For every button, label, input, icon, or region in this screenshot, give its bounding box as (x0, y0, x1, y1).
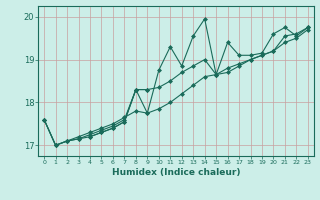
X-axis label: Humidex (Indice chaleur): Humidex (Indice chaleur) (112, 168, 240, 177)
